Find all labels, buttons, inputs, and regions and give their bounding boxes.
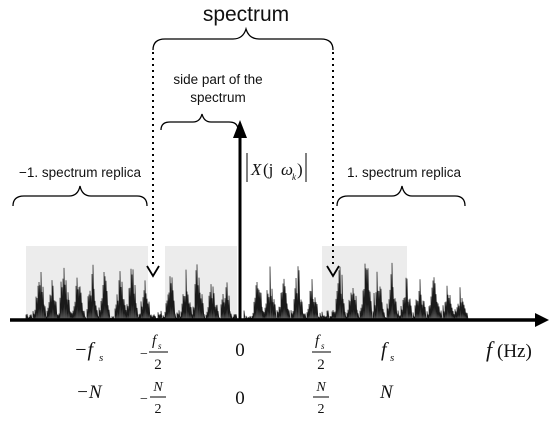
- magnitude-label-close: ): [297, 160, 303, 179]
- freq-tick-zero: 0: [235, 340, 245, 361]
- freq-tick-neg-fs: −f s: [74, 339, 103, 364]
- svg-text:f: f: [152, 333, 158, 349]
- neg-replica-label: −1. spectrum replica: [19, 165, 141, 180]
- side-part-label-line2: spectrum: [190, 90, 246, 105]
- svg-text:f: f: [486, 337, 495, 362]
- magnitude-label-paren: (j: [263, 160, 273, 179]
- svg-text:s: s: [390, 352, 394, 364]
- side-part-label-line1: side part of the: [173, 72, 262, 87]
- svg-text:2: 2: [154, 357, 162, 373]
- svg-text:−: −: [140, 392, 148, 407]
- dotted-arrowhead-right: [326, 265, 340, 278]
- svg-text:s: s: [99, 352, 103, 364]
- svg-text:s: s: [321, 341, 325, 351]
- freq-tick-pos-half-fs: f s 2: [312, 333, 331, 373]
- magnitude-axis-arrow: [233, 120, 247, 138]
- neg-replica-brace: [12, 185, 148, 207]
- svg-text:f: f: [381, 339, 389, 361]
- svg-text:s: s: [158, 341, 162, 351]
- pos-replica-brace: [336, 185, 466, 207]
- side-part-brace: [160, 113, 239, 131]
- magnitude-label-omega: ω: [281, 160, 293, 179]
- spectrum-trace: [25, 262, 469, 321]
- svg-text:N: N: [315, 380, 326, 395]
- svg-text:2: 2: [317, 357, 325, 373]
- svg-text:f: f: [315, 333, 321, 349]
- magnitude-label-x: X: [250, 160, 262, 179]
- svg-text:2: 2: [155, 402, 162, 417]
- magnitude-axis-label: X (j ω k ): [246, 153, 307, 182]
- svg-text:N: N: [152, 380, 163, 395]
- index-tick-pos-half-n: N 2: [313, 380, 329, 417]
- spectrum-brace: [152, 26, 334, 51]
- index-tick-pos-n: N: [379, 382, 394, 403]
- svg-text:−: −: [140, 347, 148, 362]
- svg-text:2: 2: [318, 402, 325, 417]
- index-tick-neg-half-n: − N 2: [140, 380, 166, 417]
- freq-tick-pos-fs: f s: [381, 339, 394, 364]
- pos-replica-label: 1. spectrum replica: [347, 165, 462, 180]
- dotted-arrowhead-left: [146, 265, 160, 278]
- svg-text:−f: −f: [74, 339, 95, 361]
- frequency-axis-arrow: [535, 313, 549, 327]
- index-tick-zero: 0: [235, 388, 245, 409]
- freq-tick-neg-half-fs: − f s 2: [140, 333, 168, 373]
- magnitude-label-subscript: k: [292, 172, 297, 182]
- index-tick-neg-n: −N: [76, 382, 103, 403]
- svg-text:(Hz): (Hz): [497, 341, 532, 362]
- spectrum-label: spectrum: [203, 3, 289, 26]
- frequency-axis-label: f (Hz): [486, 337, 532, 362]
